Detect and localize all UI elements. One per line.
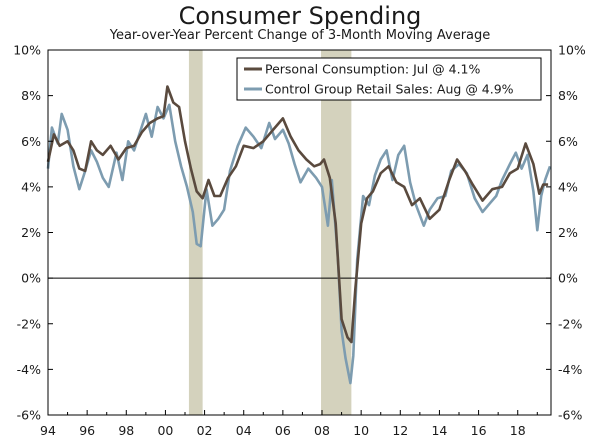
- y-tick-label-right: 10%: [558, 43, 586, 58]
- y-axis-ticks: -6% -6% -4% -4% -2% -2% 0% 0% 2% 2% 4% 4% 6% 6% 8% 8% 10…: [13, 43, 586, 423]
- x-tick-label: 02: [197, 423, 213, 438]
- y-tick-label-right: -4%: [558, 362, 582, 377]
- x-tick-label: 96: [79, 423, 95, 438]
- legend-box: [236, 57, 542, 101]
- x-tick-label: 04: [236, 423, 252, 438]
- y-tick-label-right: -2%: [558, 316, 582, 331]
- y-tick-label-left: -4%: [17, 362, 41, 377]
- y-tick-label-left: 4%: [21, 179, 41, 194]
- y-tick-label-right: 4%: [558, 179, 578, 194]
- x-tick-label: 10: [353, 423, 369, 438]
- y-tick-label-left: 0%: [21, 271, 41, 286]
- y-tick-label-left: -6%: [17, 408, 41, 423]
- series-line-personal-consumption: [46, 85, 549, 344]
- legend-label-personal-consumption: Personal Consumption: Jul @ 4.1%: [265, 62, 480, 77]
- x-tick-label: 18: [510, 423, 526, 438]
- series-line-control-group-retail-sales: [46, 103, 552, 385]
- legend-label-control-group-retail-sales: Control Group Retail Sales: Aug @ 4.9%: [265, 82, 514, 97]
- x-axis-ticks: 94 96 98 00 02 04 06 08 10 12 14 16 18: [40, 410, 538, 438]
- y-tick-label-right: 6%: [558, 134, 578, 149]
- recession-bands: [188, 50, 352, 415]
- y-tick-label-left: 10%: [13, 43, 41, 58]
- y-tick-label-left: 8%: [21, 88, 41, 103]
- legend: Personal Consumption: Jul @ 4.1% Control…: [236, 57, 542, 101]
- x-tick-label: 12: [392, 423, 408, 438]
- y-tick-label-right: 0%: [558, 271, 578, 286]
- plot-frame: [47, 49, 552, 416]
- y-tick-label-right: 8%: [558, 88, 578, 103]
- y-tick-label-right: 2%: [558, 225, 578, 240]
- x-tick-label: 16: [471, 423, 487, 438]
- y-tick-label-left: -2%: [17, 316, 41, 331]
- chart-title: Consumer Spending: [178, 2, 422, 30]
- x-tick-label: 08: [314, 423, 330, 438]
- series-lines: [46, 85, 552, 385]
- x-tick-label: 98: [118, 423, 134, 438]
- y-tick-label-left: 2%: [21, 225, 41, 240]
- x-tick-label: 06: [275, 423, 291, 438]
- x-tick-label: 94: [40, 423, 56, 438]
- x-tick-label: 14: [431, 423, 447, 438]
- y-tick-label-right: -6%: [558, 408, 582, 423]
- x-tick-label: 00: [157, 423, 173, 438]
- chart-subtitle: Year-over-Year Percent Change of 3-Month…: [109, 28, 491, 43]
- y-tick-label-left: 6%: [21, 134, 41, 149]
